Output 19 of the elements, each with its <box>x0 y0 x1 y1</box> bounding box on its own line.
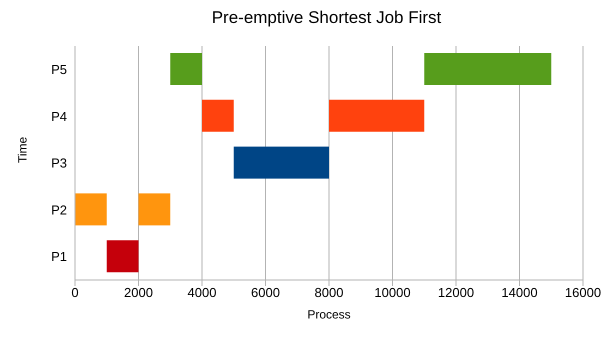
y-tick-label: P2 <box>51 202 67 218</box>
chart-title: Pre-emptive Shortest Job First <box>210 8 442 29</box>
y-axis-title: Time <box>15 136 30 163</box>
x-tick-label: 10000 <box>374 285 411 300</box>
x-tick-label: 12000 <box>438 285 474 300</box>
bar <box>106 240 138 272</box>
y-tick-label: P1 <box>51 249 67 264</box>
y-tick-label: P5 <box>51 62 67 78</box>
bar <box>234 146 329 179</box>
x-tick-label: 0 <box>71 285 79 300</box>
x-tick-label: 8000 <box>314 285 344 300</box>
x-tick-label: 6000 <box>251 285 280 300</box>
x-tick-label: 16000 <box>564 285 602 300</box>
x-tick-label: 4000 <box>188 285 216 300</box>
y-tick-label: P4 <box>51 108 67 124</box>
x-tick-label: 2000 <box>124 285 153 300</box>
y-tick-label: P3 <box>51 156 67 171</box>
x-axis-title: Process <box>307 308 351 322</box>
x-tick-label: 14000 <box>501 285 538 300</box>
